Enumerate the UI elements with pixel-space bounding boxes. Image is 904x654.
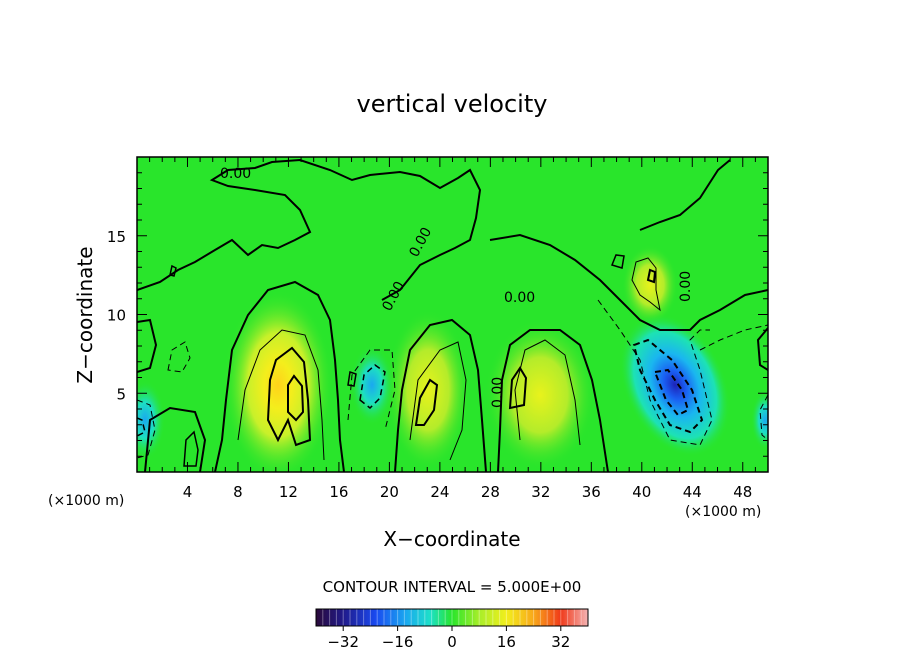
negative-contours [137, 299, 768, 459]
y-tick-label: 15 [107, 228, 126, 246]
x-tick-label: 16 [329, 483, 348, 501]
y-tick-label: 5 [116, 385, 126, 403]
pos-contour-31a [514, 339, 581, 446]
y-tick-label: 10 [107, 307, 126, 325]
colorbar: −32 −16 0 16 32 [315, 608, 589, 651]
zero-contour-cell1 [214, 280, 345, 472]
neg-contour-43a [597, 299, 713, 446]
pos-contour-12c [287, 374, 305, 422]
colorbar-tick-label: 16 [497, 633, 516, 651]
x-tick-label: 44 [683, 483, 702, 501]
x-axis: 4 8 12 16 20 24 28 32 36 40 44 48 [149, 157, 756, 501]
plot-area: 0.00 0.00 0.00 0.00 0.00 0.00 [136, 156, 769, 473]
neg-contour-right [759, 394, 768, 441]
zero-contour-mid [489, 233, 768, 331]
contour-label-5: 0.00 [678, 271, 694, 302]
shade-updraft-41 [622, 245, 678, 325]
chart-title: vertical velocity [357, 90, 548, 118]
colorbar-tick-label: −32 [327, 633, 359, 651]
x-tick-label: 40 [632, 483, 651, 501]
field-shading: 0.00 0.00 0.00 0.00 0.00 0.00 [137, 158, 768, 472]
contour-label-1: 0.00 [220, 166, 251, 182]
zero-contours [137, 158, 768, 472]
pos-contour-12a [237, 329, 325, 461]
x-axis-label: X−coordinate [383, 527, 520, 551]
y-axis: 5 10 15 [107, 172, 768, 457]
colorbar-tick-label: 0 [447, 633, 457, 651]
neg-contour-6 [167, 341, 191, 373]
x-tick-label: 8 [233, 483, 243, 501]
x-unit-label-left: (×1000 m) [48, 493, 124, 509]
zero-contour-cell2 [394, 318, 487, 472]
neg-contour-43b [632, 338, 704, 434]
pos-contour-31b [508, 366, 528, 410]
x-tick-label: 48 [733, 483, 752, 501]
x-tick-label: 4 [183, 483, 193, 501]
zero-contour-upper [137, 158, 482, 301]
colorbar-stripes [322, 609, 582, 626]
pos-contour-blip2 [610, 254, 625, 269]
y-axis-label: Z−coordinate [73, 246, 97, 383]
zero-contour-right [756, 327, 768, 371]
x-unit-label-right: (×1000 m) [685, 504, 761, 520]
colorbar-ticks: −32 −16 0 16 32 [327, 626, 570, 651]
x-tick-label: 24 [430, 483, 449, 501]
neg-contour-19b [347, 349, 396, 431]
pos-contour-23a [409, 341, 467, 461]
colorbar-tick-label: −16 [382, 633, 414, 651]
zero-contour-left [137, 318, 158, 373]
x-tick-label: 28 [481, 483, 500, 501]
pos-contour-4 [183, 430, 199, 467]
contour-interval-label: CONTOUR INTERVAL = 5.000E+00 [323, 578, 582, 596]
shade-updraft-23 [386, 310, 470, 470]
positive-contours [169, 254, 661, 467]
neg-contour-19 [359, 364, 386, 410]
zero-contour-right-top [639, 159, 731, 231]
x-tick-label: 20 [380, 483, 399, 501]
pos-contour-12b [266, 346, 312, 447]
zero-contour-bottomleft [144, 406, 207, 472]
pos-contour-23b [414, 378, 439, 426]
colorbar-tick-label: 32 [551, 633, 570, 651]
x-tick-label: 12 [279, 483, 298, 501]
shade-downdraft-left [137, 380, 165, 460]
zero-contour-cell3 [497, 329, 609, 472]
shade-updraft-12 [223, 290, 333, 472]
pos-contour-41 [631, 257, 661, 312]
neg-contour-43c [653, 368, 690, 417]
pos-contour-blip3 [347, 371, 357, 387]
shade-downdraft-19 [350, 345, 394, 425]
pos-contour-41b [646, 268, 657, 284]
x-tick-label: 36 [582, 483, 601, 501]
contour-label-4: 0.00 [504, 290, 535, 306]
shade-downdraft-right [751, 390, 768, 450]
contour-label-6: 0.00 [490, 377, 506, 408]
pos-contour-blip1 [169, 264, 177, 277]
colorbar-fill [316, 609, 588, 626]
contour-labels: 0.00 0.00 0.00 0.00 0.00 0.00 [220, 166, 694, 408]
neg-contour-right2 [699, 324, 768, 351]
neg-contour-left2 [137, 417, 146, 437]
shade-updraft-31 [485, 320, 595, 470]
x-tick-label: 32 [531, 483, 550, 501]
